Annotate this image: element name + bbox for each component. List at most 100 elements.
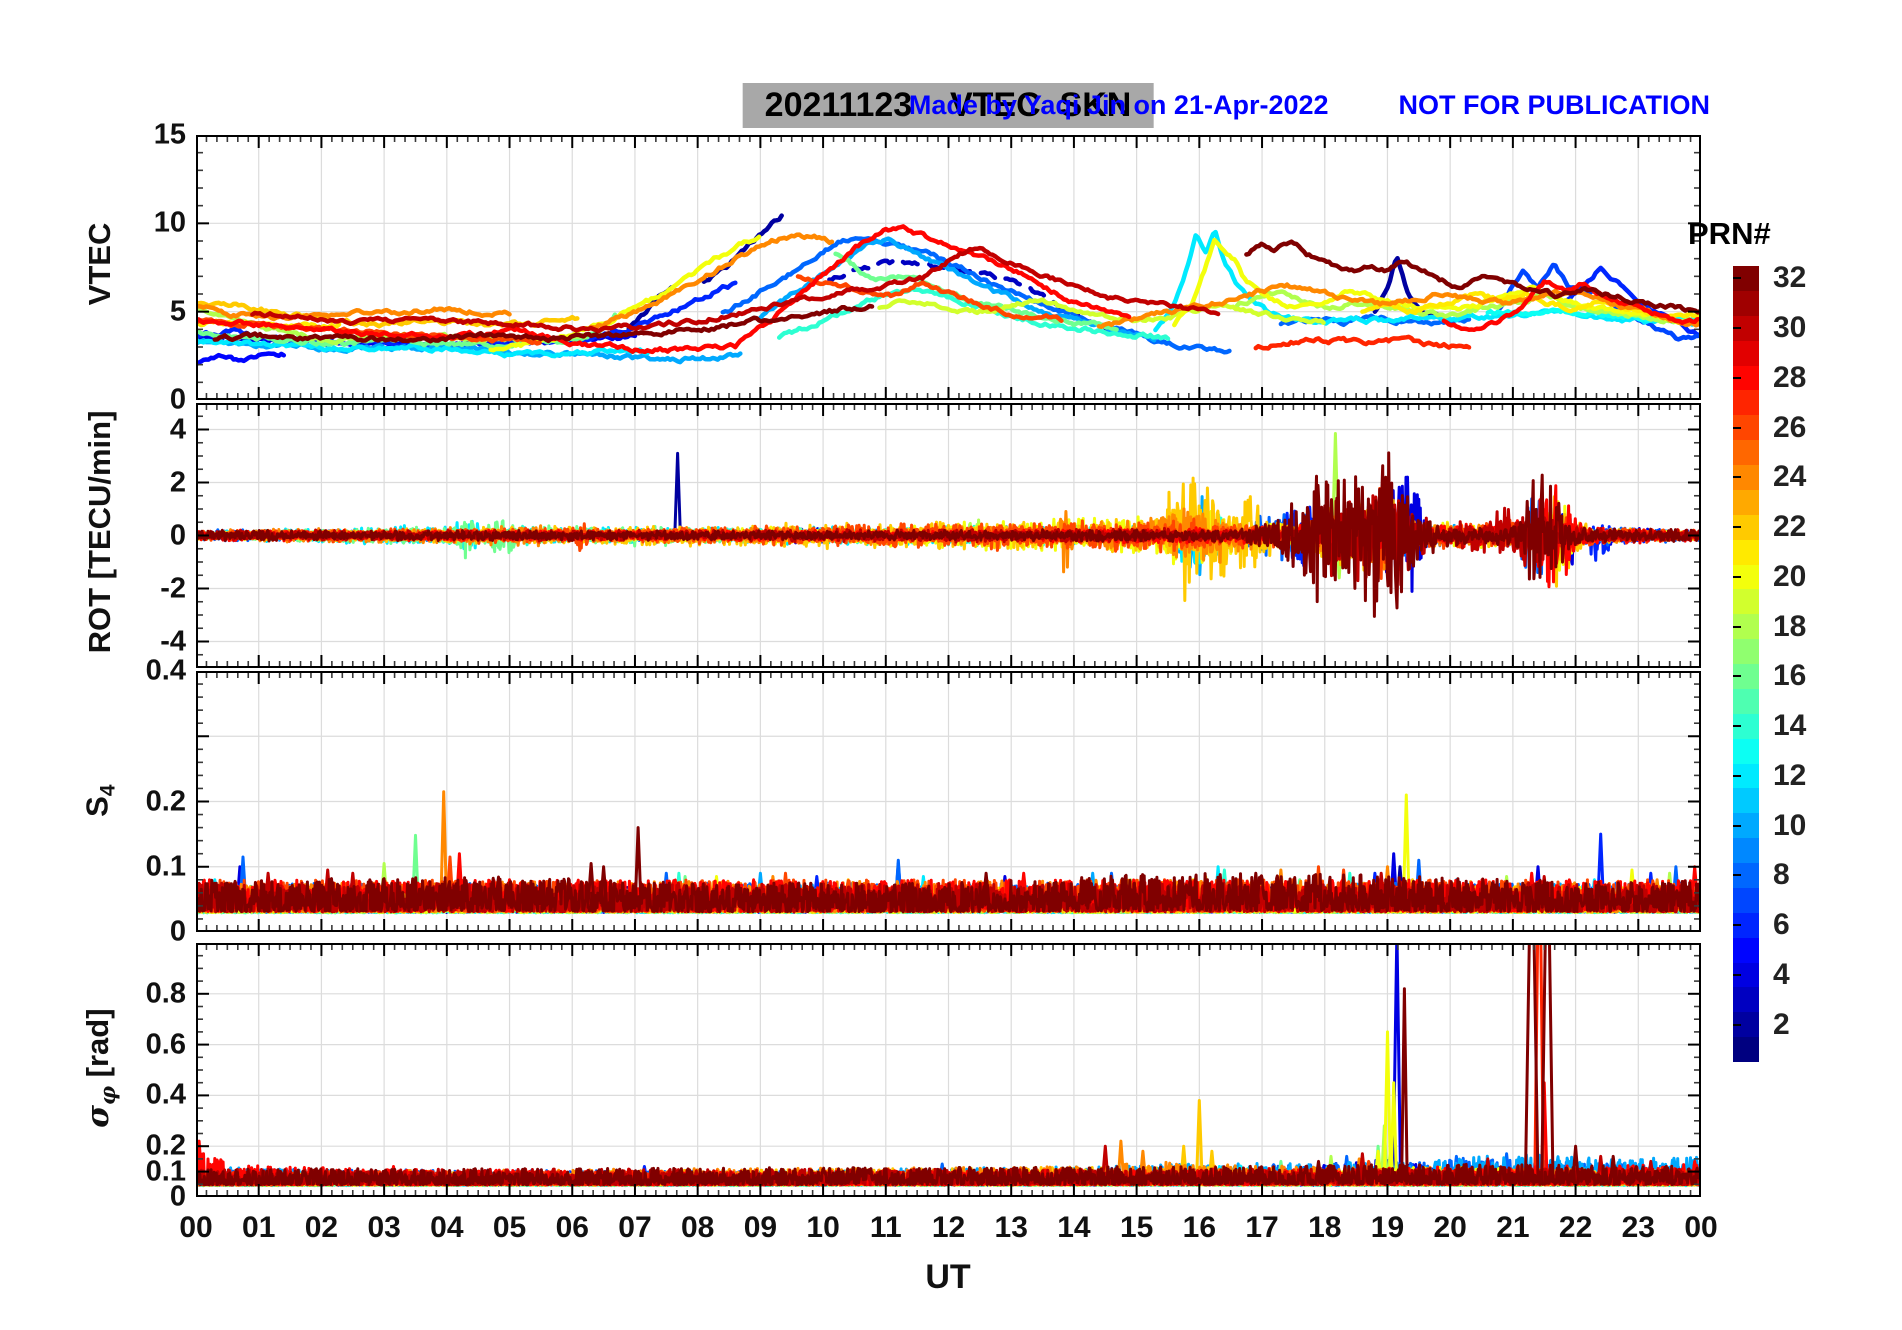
colorbar-tick-label: 14: [1773, 709, 1807, 743]
x-tick-label: 16: [1182, 1211, 1217, 1244]
figure-title-box: 20211123 VTEC SKN: [742, 83, 1154, 128]
x-tick-label: 21: [1496, 1211, 1530, 1244]
colorbar-tick-mark: [1733, 973, 1741, 976]
colorbar-cell-prn-21: [1733, 539, 1759, 565]
panel-vtec-canvas: [196, 135, 1701, 400]
colorbar-tick-mark: [1733, 426, 1741, 429]
colorbar-tick-label: 12: [1773, 758, 1807, 792]
panel-s4-canvas: [196, 671, 1701, 932]
y-tick-label: 0: [169, 1180, 186, 1213]
colorbar-cell-prn-1: [1733, 1037, 1759, 1062]
y-tick-label: 5: [169, 295, 186, 328]
colorbar-tick-label: 6: [1773, 908, 1790, 942]
colorbar-tick-mark: [1733, 526, 1741, 529]
colorbar-cell-prn-15: [1733, 688, 1759, 714]
colorbar-tick-label: 28: [1773, 360, 1807, 394]
colorbar-tick-mark: [1733, 376, 1741, 379]
y-tick-label: 0: [169, 915, 186, 948]
y-tick-label: 0.1: [145, 850, 186, 883]
x-tick-label: 04: [430, 1211, 464, 1244]
colorbar-cell-prn-19: [1733, 589, 1759, 615]
y-axis-label-text: S: [79, 795, 115, 817]
x-tick-label: 20: [1433, 1211, 1467, 1244]
colorbar-tick-label: 16: [1773, 659, 1807, 693]
colorbar-tick-mark: [1733, 924, 1741, 927]
y-axis-label-subscript: 4: [96, 783, 120, 796]
x-tick-label: 15: [1119, 1211, 1154, 1244]
x-tick-label: 02: [304, 1211, 339, 1244]
y-tick-label: 0.6: [145, 1028, 186, 1061]
colorbar-tick-mark: [1733, 675, 1741, 678]
colorbar-cell-prn-5: [1733, 937, 1759, 963]
x-tick-label: 22: [1558, 1211, 1593, 1244]
y-tick-label: 0.4: [145, 1078, 186, 1111]
x-tick-label: 09: [743, 1211, 778, 1244]
colorbar-cell-prn-17: [1733, 639, 1759, 664]
colorbar-tick-mark: [1733, 327, 1741, 330]
y-axis-label-text: VTEC: [82, 222, 117, 305]
x-tick-label: 07: [618, 1211, 652, 1244]
y-tick-label: 10: [153, 206, 186, 239]
y-axis-label-subscript: φ: [95, 1085, 121, 1106]
colorbar: [1733, 266, 1759, 1062]
colorbar-cell-prn-11: [1733, 788, 1759, 814]
x-tick-label: 00: [179, 1211, 213, 1244]
y-tick-label: 4: [169, 413, 186, 445]
colorbar-tick-label: 24: [1773, 460, 1807, 494]
colorbar-tick-mark: [1733, 277, 1741, 280]
colorbar-tick-label: 22: [1773, 510, 1807, 544]
y-tick-label: 0.8: [145, 977, 186, 1010]
colorbar-cell-prn-9: [1733, 838, 1759, 863]
x-tick-label: 14: [1057, 1211, 1091, 1244]
colorbar-tick-mark: [1733, 1023, 1741, 1026]
colorbar-tick-label: 4: [1773, 957, 1790, 991]
panel-sigma-canvas: [196, 943, 1701, 1197]
colorbar-tick-label: 10: [1773, 808, 1807, 842]
x-tick-label: 03: [367, 1211, 401, 1244]
colorbar-cell-prn-27: [1733, 390, 1759, 416]
x-tick-label: 23: [1621, 1211, 1655, 1244]
y-tick-label: 2: [169, 466, 186, 498]
y-tick-label: -2: [160, 572, 186, 604]
y-tick-label: 0: [169, 519, 186, 551]
colorbar-cell-prn-31: [1733, 290, 1759, 316]
colorbar-cell-prn-13: [1733, 738, 1759, 764]
x-axis-title: UT: [925, 1258, 971, 1296]
y-tick-label: -4: [160, 625, 186, 657]
y-axis-label-units: [rad]: [79, 1008, 115, 1086]
x-tick-label: 01: [242, 1211, 276, 1244]
colorbar-tick-mark: [1733, 625, 1741, 628]
colorbar-cell-prn-23: [1733, 489, 1759, 515]
x-tick-label: 06: [555, 1211, 589, 1244]
y-tick-label: 0.1: [145, 1155, 186, 1188]
x-tick-label: 00: [1684, 1211, 1718, 1244]
x-tick-label: 05: [492, 1211, 527, 1244]
colorbar-tick-label: 30: [1773, 311, 1807, 345]
colorbar-cell-prn-29: [1733, 340, 1759, 366]
colorbar-tick-mark: [1733, 874, 1741, 877]
x-tick-label: 12: [931, 1211, 966, 1244]
colorbar-tick-mark: [1733, 476, 1741, 479]
colorbar-cell-prn-7: [1733, 887, 1759, 913]
colorbar-tick-label: 26: [1773, 410, 1807, 444]
colorbar-tick-label: 32: [1773, 261, 1807, 295]
y-axis-label-text: σ: [79, 1105, 116, 1128]
credit-note: Made by Yaqi Jin on 21-Apr-2022 NOT FOR …: [909, 90, 1710, 121]
colorbar-cell-prn-3: [1733, 987, 1759, 1013]
colorbar-tick-mark: [1733, 824, 1741, 827]
x-tick-label: 08: [680, 1211, 715, 1244]
colorbar-tick-mark: [1733, 725, 1741, 728]
x-tick-label: 11: [869, 1211, 902, 1244]
x-tick-label: 10: [806, 1211, 840, 1244]
colorbar-title: PRN#: [1688, 216, 1771, 251]
colorbar-tick-label: 18: [1773, 609, 1807, 643]
colorbar-cell-prn-25: [1733, 440, 1759, 465]
y-axis-label-sigma: σφ [rad]: [80, 858, 120, 1278]
publication-warning: NOT FOR PUBLICATION: [1398, 90, 1710, 120]
colorbar-tick-label: 8: [1773, 858, 1790, 892]
y-tick-label: 0: [169, 383, 186, 416]
x-tick-label: 19: [1370, 1211, 1405, 1244]
colorbar-tick-label: 2: [1773, 1007, 1790, 1041]
y-tick-label: 0.2: [145, 1129, 186, 1162]
